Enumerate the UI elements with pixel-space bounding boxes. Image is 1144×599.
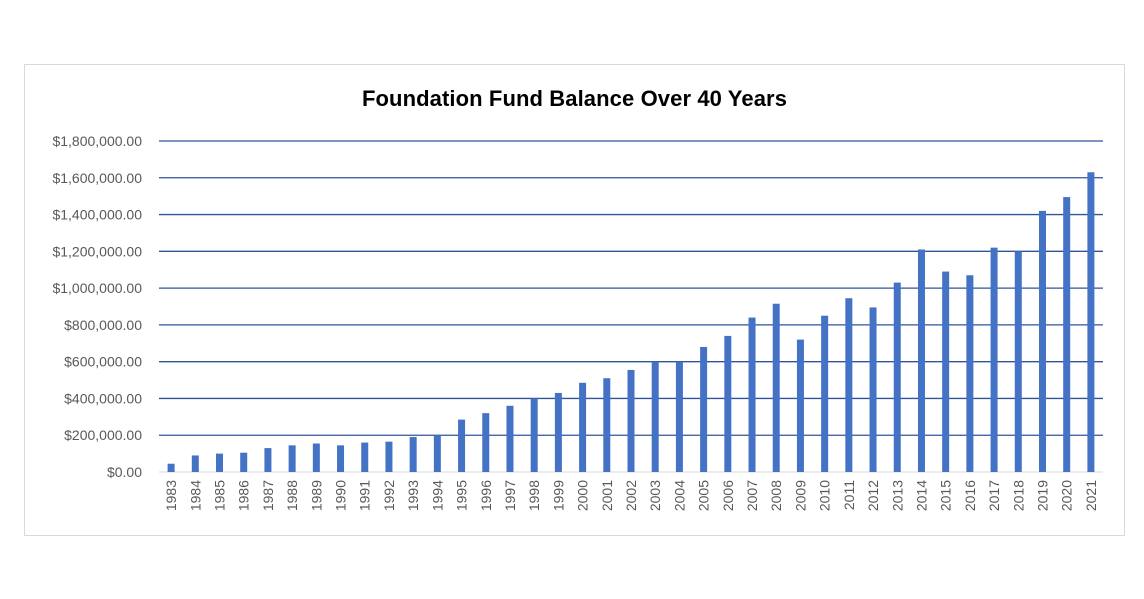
- x-tick-label: 2016: [962, 480, 978, 511]
- y-tick-label: $1,800,000.00: [52, 133, 142, 149]
- bar: [724, 335, 732, 472]
- bar: [869, 307, 877, 472]
- bar: [385, 441, 393, 472]
- bar: [917, 249, 925, 472]
- bar: [433, 435, 441, 472]
- bar: [506, 405, 514, 472]
- x-tick-label: 1993: [405, 480, 421, 511]
- y-tick-label: $1,200,000.00: [52, 243, 142, 259]
- bar: [312, 443, 320, 472]
- bar: [1087, 172, 1095, 472]
- x-tick-label: 2006: [720, 480, 736, 511]
- x-tick-label: 1992: [381, 480, 397, 511]
- x-tick-label: 2014: [913, 480, 929, 511]
- x-tick-label: 2012: [865, 480, 881, 511]
- x-tick-label: 1983: [163, 480, 179, 511]
- x-tick-label: 1995: [454, 480, 470, 511]
- x-tick-label: 2020: [1059, 480, 1075, 511]
- chart-title: Foundation Fund Balance Over 40 Years: [361, 86, 788, 111]
- y-tick-label: $200,000.00: [64, 427, 142, 443]
- bar: [216, 453, 224, 472]
- bar: [651, 361, 659, 472]
- x-tick-label: 1997: [502, 480, 518, 511]
- x-tick-label: 1994: [429, 480, 445, 511]
- x-tick-label: 1986: [236, 480, 252, 511]
- x-tick-label: 2000: [575, 480, 591, 511]
- y-tick-label: $600,000.00: [64, 354, 142, 370]
- x-tick-label: 1984: [187, 480, 203, 511]
- x-tick-label: 1998: [526, 480, 542, 511]
- x-tick-label: 2002: [623, 480, 639, 511]
- x-tick-label: 2009: [792, 480, 808, 511]
- y-tick-label: $1,400,000.00: [52, 207, 142, 223]
- bar: [482, 413, 490, 472]
- bar: [1063, 197, 1071, 472]
- x-tick-label: 2007: [744, 480, 760, 511]
- x-tick-label: 1985: [212, 480, 228, 511]
- bar: [627, 369, 635, 472]
- bar: [942, 271, 950, 472]
- x-tick-label: 2019: [1034, 480, 1050, 511]
- x-tick-label: 2004: [671, 480, 687, 511]
- bar: [1014, 251, 1022, 472]
- bar: [700, 346, 708, 472]
- x-tick-label: 2017: [986, 480, 1002, 511]
- x-tick-label: 2001: [599, 480, 615, 511]
- x-tick-label: 2015: [938, 480, 954, 511]
- x-tick-label: 1990: [333, 480, 349, 511]
- bar: [675, 361, 683, 472]
- x-tick-label: 2011: [841, 480, 857, 510]
- bar: [772, 303, 780, 472]
- x-tick-label: 1988: [284, 480, 300, 511]
- bar: [603, 378, 611, 472]
- bar: [264, 448, 272, 472]
- bar: [554, 392, 562, 472]
- x-tick-label: 2008: [768, 480, 784, 511]
- bar: [337, 445, 345, 472]
- y-tick-label: $400,000.00: [64, 390, 142, 406]
- bar: [990, 247, 998, 472]
- bar: [893, 282, 901, 472]
- x-tick-label: 1989: [308, 480, 324, 511]
- bar: [530, 398, 538, 472]
- y-tick-label: $800,000.00: [64, 317, 142, 333]
- chart-frame: [24, 64, 1125, 536]
- bar: [845, 298, 853, 472]
- bar: [796, 339, 804, 472]
- bar: [167, 463, 175, 472]
- bar: [748, 317, 756, 472]
- bar: [966, 275, 974, 472]
- y-tick-label: $0.00: [107, 464, 142, 480]
- bar: [191, 455, 199, 472]
- bar: [361, 442, 369, 472]
- x-tick-label: 2005: [696, 480, 712, 511]
- bar: [458, 419, 466, 472]
- bar: [288, 445, 296, 472]
- bar: [240, 452, 248, 472]
- x-tick-label: 1991: [357, 480, 373, 511]
- y-tick-label: $1,600,000.00: [52, 170, 142, 186]
- bar: [579, 382, 587, 472]
- bar: [1038, 210, 1046, 472]
- bar: [821, 315, 829, 472]
- x-tick-label: 1987: [260, 480, 276, 511]
- x-tick-label: 2021: [1083, 480, 1099, 511]
- x-tick-label: 1999: [550, 480, 566, 511]
- x-tick-label: 2018: [1010, 480, 1026, 511]
- bar: [409, 437, 417, 472]
- x-tick-label: 2013: [889, 480, 905, 511]
- x-tick-label: 2003: [647, 480, 663, 511]
- y-tick-label: $1,000,000.00: [52, 280, 142, 296]
- x-tick-label: 2010: [817, 480, 833, 511]
- x-tick-label: 1996: [478, 480, 494, 511]
